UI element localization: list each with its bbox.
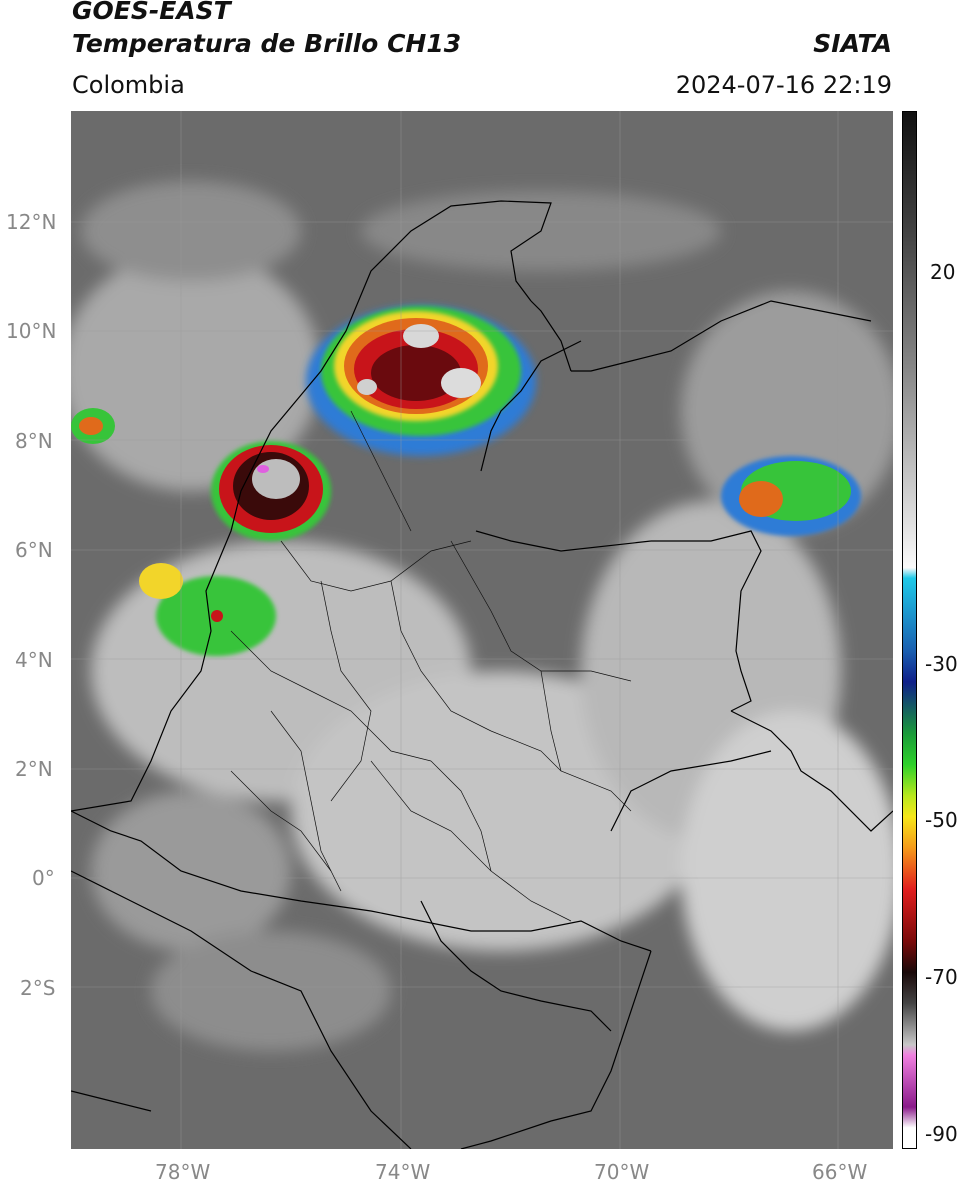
department-borders (230, 410, 632, 922)
storm-uraba (211, 441, 331, 541)
region-label: Colombia (72, 71, 185, 99)
lon-tick: 74°W (375, 1160, 431, 1184)
colorbar-tick: -50 (925, 808, 958, 832)
lat-tick: 0° (32, 866, 55, 890)
satellite-map (71, 111, 893, 1149)
convective-storms (71, 306, 861, 656)
product-title: Temperatura de Brillo CH13 (72, 29, 462, 58)
organization-label: SIATA (813, 29, 892, 58)
colorbar (902, 111, 917, 1149)
lon-tick: 70°W (594, 1160, 650, 1184)
lon-tick: 66°W (812, 1160, 868, 1184)
colorbar-tick: -30 (925, 652, 958, 676)
storm-caribbean-west (71, 408, 115, 444)
colorbar-tick: -90 (925, 1122, 958, 1146)
grid-lines (71, 111, 893, 1149)
lat-tick: 2°N (15, 757, 53, 781)
storm-pacific (139, 563, 276, 656)
colorbar-tick: -70 (925, 965, 958, 989)
lat-tick: 6°N (15, 538, 53, 562)
lon-tick: 78°W (155, 1160, 211, 1184)
satellite-title: GOES-EAST (72, 0, 231, 25)
datetime-label: 2024-07-16 22:19 (675, 71, 892, 99)
lat-tick: 8°N (15, 429, 53, 453)
colorbar-tick: 20 (930, 260, 956, 284)
lat-tick: 4°N (15, 648, 53, 672)
lat-tick: 12°N (6, 210, 57, 234)
lat-tick: 10°N (6, 319, 57, 343)
storm-catatumbo (306, 306, 536, 456)
storm-venezuela-east (721, 456, 861, 536)
lat-tick: 2°S (20, 976, 56, 1000)
colorbar-fill (902, 111, 917, 1149)
country-borders (71, 200, 893, 1149)
